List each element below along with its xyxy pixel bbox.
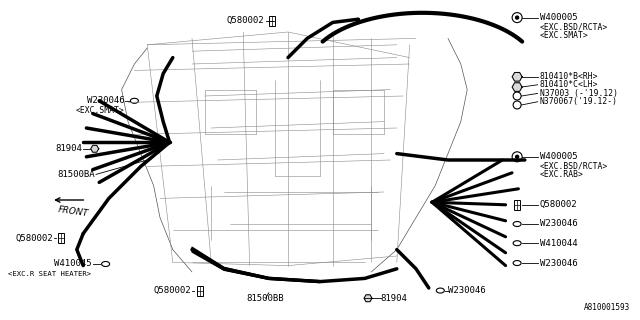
Text: Q580002: Q580002 bbox=[540, 200, 577, 209]
Polygon shape bbox=[364, 295, 372, 302]
Text: W230046: W230046 bbox=[540, 220, 577, 228]
Text: W230046: W230046 bbox=[87, 96, 125, 105]
Text: <EXC.SMAT>: <EXC.SMAT> bbox=[76, 106, 125, 115]
Text: 81904: 81904 bbox=[381, 294, 408, 303]
Text: 810410*C<LH>: 810410*C<LH> bbox=[540, 80, 598, 89]
Bar bbox=[58, 233, 64, 244]
Circle shape bbox=[516, 155, 518, 158]
Text: N370067('19.12-): N370067('19.12-) bbox=[540, 97, 618, 106]
Polygon shape bbox=[512, 83, 522, 92]
Text: Q580002: Q580002 bbox=[153, 286, 191, 295]
Circle shape bbox=[516, 16, 518, 19]
Text: <EXC.BSD/RCTA>: <EXC.BSD/RCTA> bbox=[540, 23, 608, 32]
Text: W410045: W410045 bbox=[54, 260, 92, 268]
Text: W400005: W400005 bbox=[540, 13, 577, 22]
Text: <EXC.R SEAT HEATER>: <EXC.R SEAT HEATER> bbox=[8, 271, 92, 276]
Text: W400005: W400005 bbox=[540, 152, 577, 161]
Text: W230046: W230046 bbox=[448, 286, 486, 295]
Text: N37003 (-'19.12): N37003 (-'19.12) bbox=[540, 89, 618, 98]
Text: W410044: W410044 bbox=[540, 239, 577, 248]
Polygon shape bbox=[91, 145, 99, 152]
Text: 81904: 81904 bbox=[55, 144, 82, 153]
Text: 810410*B<RH>: 810410*B<RH> bbox=[540, 72, 598, 81]
Text: W230046: W230046 bbox=[540, 259, 577, 268]
Text: <EXC.RAB>: <EXC.RAB> bbox=[540, 170, 584, 179]
Text: 81500BB: 81500BB bbox=[247, 294, 284, 303]
Text: Q580002: Q580002 bbox=[15, 234, 53, 243]
Polygon shape bbox=[512, 72, 522, 81]
Text: <EXC.BSD/RCTA>: <EXC.BSD/RCTA> bbox=[540, 161, 608, 170]
Text: FRONT: FRONT bbox=[58, 205, 90, 218]
Bar bbox=[514, 200, 520, 210]
Text: 81500BA: 81500BA bbox=[57, 170, 95, 179]
Text: <EXC.SMAT>: <EXC.SMAT> bbox=[540, 31, 588, 40]
Text: A810001593: A810001593 bbox=[584, 303, 630, 312]
Text: Q580002: Q580002 bbox=[226, 16, 264, 25]
Bar bbox=[269, 16, 275, 26]
Bar bbox=[196, 285, 203, 296]
